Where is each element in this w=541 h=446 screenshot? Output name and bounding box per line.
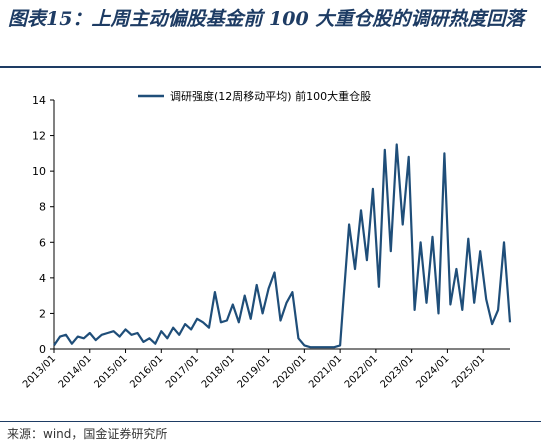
x-tick-label: 2024/01 — [414, 353, 451, 390]
x-tick-label: 2025/01 — [450, 353, 487, 390]
y-tick-label: 12 — [32, 130, 46, 143]
y-tick-label: 4 — [39, 272, 46, 285]
y-tick-label: 8 — [39, 201, 46, 214]
y-tick-label: 0 — [39, 343, 46, 356]
y-tick-label: 6 — [39, 236, 46, 249]
x-tick-label: 2016/01 — [128, 353, 165, 390]
x-tick-label: 2017/01 — [164, 353, 201, 390]
x-tick-label: 2023/01 — [379, 353, 416, 390]
x-tick-label: 2013/01 — [21, 353, 58, 390]
source-note: 来源：wind，国金证券研究所 — [7, 427, 168, 441]
x-tick-label: 2014/01 — [57, 353, 94, 390]
x-tick-label: 2015/01 — [92, 353, 129, 390]
source-divider — [0, 421, 541, 422]
x-tick-label: 2021/01 — [307, 353, 344, 390]
line-chart: 024681012142013/012014/012015/012016/012… — [21, 89, 512, 390]
y-tick-label: 14 — [32, 94, 46, 107]
x-tick-label: 2018/01 — [200, 353, 237, 390]
title-divider — [0, 66, 541, 68]
y-tick-label: 10 — [32, 165, 46, 178]
x-tick-label: 2019/01 — [236, 353, 273, 390]
series-line — [53, 143, 512, 349]
figure-title: 图表15：上周主动偏股基金前 100 大重仓股的调研热度回落 — [8, 8, 525, 30]
y-tick-label: 2 — [39, 307, 46, 320]
legend-label: 调研强度(12周移动平均) 前100大重仓股 — [170, 89, 371, 103]
x-tick-label: 2020/01 — [271, 353, 308, 390]
x-tick-label: 2022/01 — [343, 353, 380, 390]
